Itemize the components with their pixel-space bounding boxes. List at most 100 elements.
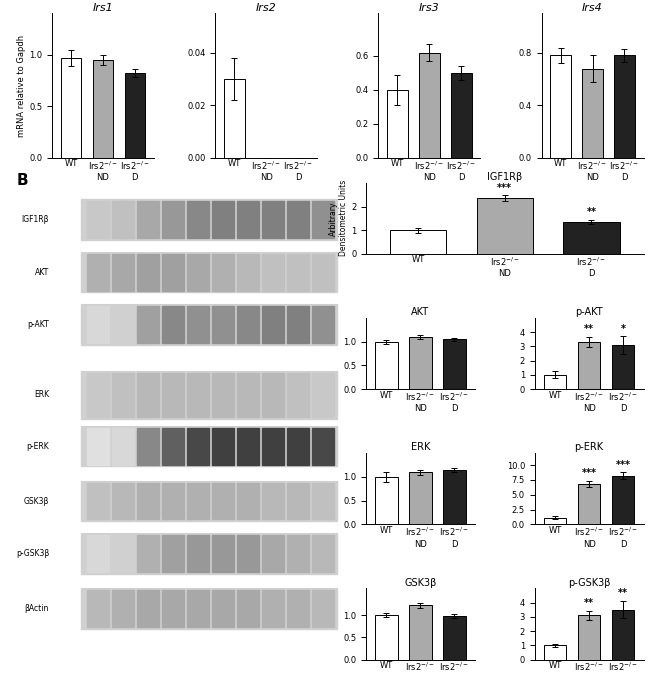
Bar [187,590,209,627]
Bar [81,199,337,240]
Text: ERK: ERK [34,390,49,400]
Text: ***: *** [616,460,630,470]
Bar [410,337,432,389]
Text: p-ERK: p-ERK [27,441,49,451]
Bar [287,483,309,520]
Bar [112,483,134,520]
Bar [287,428,309,464]
Text: **: ** [586,207,597,217]
Bar [313,483,335,520]
Text: βActin: βActin [25,604,49,613]
Bar [81,252,337,293]
Bar [287,306,309,343]
Bar [263,201,284,238]
Bar [112,535,134,572]
Text: IGF1Rβ: IGF1Rβ [21,215,49,224]
Bar [376,342,398,389]
Text: B: B [17,173,29,188]
Bar [125,73,145,158]
Bar [263,590,284,627]
Bar [187,306,209,343]
Bar [612,610,634,660]
Bar [212,428,234,464]
Bar [313,373,335,417]
Bar [313,590,335,627]
Bar [112,373,134,417]
Bar [263,428,284,464]
Text: GSK3β: GSK3β [23,497,49,505]
Bar [162,373,184,417]
Bar [410,472,432,524]
Bar [81,371,337,419]
Bar [87,254,109,291]
Text: ***: *** [582,468,597,478]
Bar [451,73,471,158]
Bar [237,306,259,343]
Bar [287,373,309,417]
Title: AKT: AKT [411,307,430,317]
Bar [212,254,234,291]
Bar [551,55,571,158]
Bar [237,428,259,464]
Bar [612,345,634,389]
Bar [313,254,335,291]
Bar [544,518,566,524]
Text: ***: *** [497,182,512,192]
Bar [137,306,159,343]
Bar [544,645,566,660]
Y-axis label: mRNA relative to Gapdh: mRNA relative to Gapdh [18,34,27,137]
Bar [263,535,284,572]
Text: AKT: AKT [35,268,49,277]
Bar [81,304,337,345]
Text: **: ** [584,598,594,608]
Bar [443,339,465,389]
Bar [162,483,184,520]
Bar [237,590,259,627]
Bar [313,428,335,464]
Title: p-ERK: p-ERK [575,442,604,452]
Bar [137,483,159,520]
Bar [137,428,159,464]
Bar [87,201,109,238]
Bar [87,428,109,464]
Bar [237,483,259,520]
Bar [578,615,600,660]
Bar [263,306,284,343]
Bar [162,306,184,343]
Bar [612,476,634,524]
Bar [87,306,109,343]
Text: **: ** [584,324,594,334]
Bar [81,481,337,522]
Bar [212,483,234,520]
Bar [313,535,335,572]
Bar [287,590,309,627]
Bar [212,201,234,238]
Bar [81,533,337,573]
Bar [313,306,335,343]
Title: Irs4: Irs4 [582,3,603,13]
Bar [376,615,398,660]
Bar [578,484,600,524]
Title: p-AKT: p-AKT [575,307,603,317]
Title: IGF1Rβ: IGF1Rβ [487,172,523,182]
Text: p-GSK3β: p-GSK3β [16,549,49,558]
Bar [263,483,284,520]
Bar [112,201,134,238]
Text: p-AKT: p-AKT [27,320,49,329]
Bar [187,254,209,291]
Bar [212,306,234,343]
Y-axis label: Arbitrary
Densitometric Units: Arbitrary Densitometric Units [329,180,348,256]
Bar [187,201,209,238]
Bar [544,375,566,389]
Bar [81,426,337,466]
Bar [387,90,408,158]
Bar [443,470,465,524]
Bar [137,201,159,238]
Bar [137,373,159,417]
Bar [212,535,234,572]
Bar [112,590,134,627]
Bar [263,254,284,291]
Bar [112,254,134,291]
Title: Irs2: Irs2 [256,3,276,13]
Bar [237,535,259,572]
